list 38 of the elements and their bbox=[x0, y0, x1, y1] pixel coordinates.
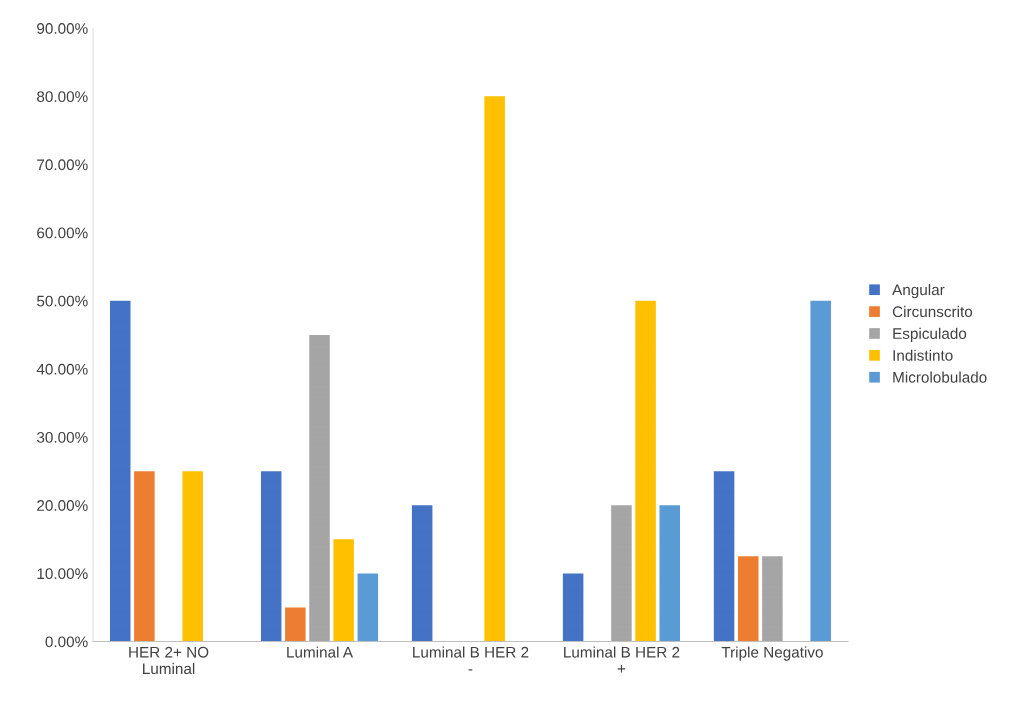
y-tick-label: 60.00% bbox=[37, 227, 88, 239]
bar bbox=[635, 300, 656, 642]
y-tick-label: 70.00% bbox=[37, 159, 88, 171]
bar bbox=[611, 505, 632, 642]
bar bbox=[109, 300, 131, 642]
bar bbox=[285, 607, 306, 642]
bar bbox=[357, 573, 379, 642]
x-tick-label: Triple Negativo bbox=[721, 646, 823, 661]
x-tick-label: Luminal B HER 2 - bbox=[413, 646, 529, 671]
y-tick-label: 30.00% bbox=[36, 431, 88, 443]
bar bbox=[411, 505, 433, 642]
bar bbox=[737, 556, 759, 642]
bar bbox=[810, 300, 831, 642]
y-tick-label: 90.00% bbox=[37, 23, 88, 34]
bar bbox=[260, 471, 282, 642]
bar bbox=[182, 471, 203, 642]
y-tick-label: 80.00% bbox=[37, 91, 88, 103]
legend-label: Espiculado bbox=[893, 327, 967, 342]
bar bbox=[309, 334, 330, 642]
legend-label: Angular bbox=[892, 283, 945, 299]
x-tick-label: Luminal A bbox=[287, 646, 354, 658]
bar bbox=[484, 96, 505, 642]
y-tick-label: 10.00% bbox=[37, 568, 88, 580]
bar bbox=[659, 505, 681, 642]
y-tick-label: 20.00% bbox=[37, 500, 88, 511]
y-tick-label: 0.00% bbox=[45, 636, 88, 648]
bar bbox=[762, 556, 783, 642]
bar bbox=[562, 573, 584, 642]
legend-label: Indistinto bbox=[893, 349, 953, 361]
bar bbox=[333, 539, 354, 642]
bar bbox=[134, 471, 155, 642]
y-tick-label: 50.00% bbox=[37, 295, 88, 307]
x-tick-label: Luminal B HER 2 + bbox=[564, 646, 680, 673]
legend-label: Microlobulado bbox=[893, 371, 987, 383]
y-tick-label: 40.00% bbox=[36, 363, 88, 375]
x-tick-label: HER 2+ NO Luminal bbox=[129, 646, 209, 675]
bar bbox=[713, 471, 735, 642]
legend-label: Circunscrito bbox=[892, 305, 973, 318]
